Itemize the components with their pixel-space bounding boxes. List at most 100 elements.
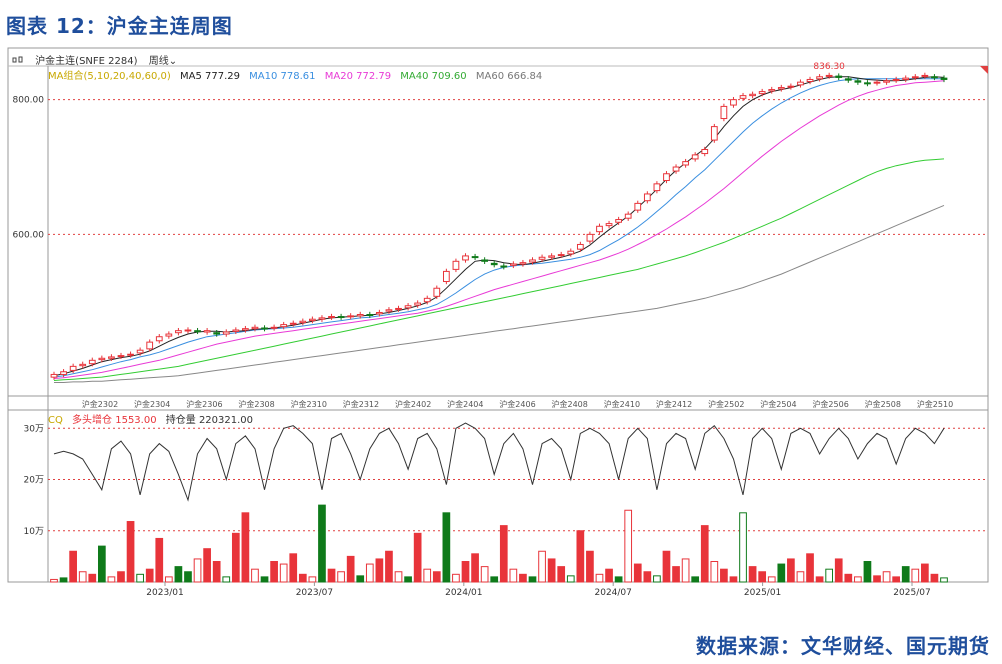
ma10-line: [53, 78, 944, 378]
source-note: 数据来源：文华财经、国元期货: [696, 634, 990, 658]
indicator-label[interactable]: CQ: [48, 415, 63, 426]
volume-bar: [346, 555, 355, 583]
chart-toolbar: 沪金主连(SNFE 2284) 周线⌄: [12, 52, 185, 67]
volume-bar: [672, 566, 680, 583]
candle-body: [251, 326, 259, 330]
volume-bar: [490, 576, 499, 583]
candle-body: [347, 315, 355, 318]
contract-label: 沪金2310: [291, 399, 327, 409]
volume-bar: [901, 566, 910, 583]
volume-bar: [432, 571, 441, 583]
volume-bar: [538, 550, 546, 583]
contract-label: 沪金2312: [343, 399, 379, 409]
volume-bar: [777, 563, 786, 583]
candle-body: [309, 318, 316, 322]
candle-body: [844, 78, 852, 81]
candle-body: [69, 365, 77, 371]
candle-body: [194, 330, 201, 333]
volume-bar: [423, 568, 432, 583]
candle-body: [299, 320, 307, 324]
volume-bar: [69, 550, 77, 583]
ma60-line: [54, 204, 945, 383]
candle-body: [203, 330, 211, 333]
volume-bar: [404, 576, 412, 583]
candle-body: [605, 223, 613, 227]
candle-body: [825, 74, 833, 77]
volume-bar: [863, 561, 872, 583]
volume-bar: [691, 576, 700, 583]
open-interest-line: [53, 422, 945, 502]
candle-body: [509, 263, 517, 266]
candle-body: [902, 77, 910, 80]
corner-marker: [980, 66, 988, 74]
contract-label: 沪金2502: [708, 399, 744, 409]
candle-body: [835, 75, 843, 78]
volume-bar: [222, 576, 231, 583]
volume-bar: [834, 558, 843, 583]
volume-bar: [787, 558, 795, 583]
ma40-value: MA40 709.60: [400, 71, 467, 82]
contract-label: 沪金2402: [395, 399, 431, 409]
volume-bar: [519, 573, 527, 583]
volume-bar: [700, 525, 709, 583]
ma-legend: MA组合(5,10,20,40,60,0) MA5 777.29 MA10 77…: [48, 67, 548, 82]
candle-body: [385, 309, 393, 312]
candlestick-icon[interactable]: [12, 56, 24, 67]
volume-bar: [375, 558, 384, 583]
candle-body: [50, 373, 58, 378]
volume-bar: [365, 563, 374, 583]
candle-body: [873, 81, 881, 84]
ma-legend-label[interactable]: MA组合(5,10,20,40,60,0): [48, 71, 171, 82]
ma20-line: [53, 80, 945, 379]
date-label: 2023/01: [146, 588, 183, 598]
volume-bar: [499, 525, 508, 583]
candle-body: [624, 213, 632, 219]
volume-bar: [452, 573, 460, 583]
volume-bar: [882, 571, 891, 583]
candle-body: [79, 363, 87, 367]
candle-body: [758, 91, 766, 95]
contract-label: 沪金2508: [865, 399, 901, 409]
volume-bar: [318, 504, 326, 583]
contract-label: 沪金2412: [656, 399, 692, 409]
volume-bar: [164, 576, 173, 583]
volume-bar: [557, 566, 566, 583]
instrument-label: 沪金主连(SNFE 2284): [35, 56, 138, 67]
volume-bar: [509, 568, 518, 583]
volume-bar: [461, 561, 470, 583]
candle-body: [490, 262, 498, 266]
volume-bar: [107, 576, 116, 583]
date-label: 2025/07: [893, 588, 930, 598]
candle-body: [146, 341, 154, 350]
candle-body: [433, 287, 441, 297]
volume-bar: [739, 512, 747, 583]
candle-body: [404, 305, 412, 309]
candle-body: [548, 255, 556, 258]
volume-bar: [815, 576, 824, 583]
volume-bar: [566, 575, 575, 583]
volume-bar: [356, 575, 365, 583]
indicator-legend: CQ 多头增仓 1553.00 持仓量 220321.00: [48, 411, 259, 426]
candle-body: [749, 93, 756, 97]
period-select[interactable]: 周线⌄: [149, 56, 177, 67]
candle-body: [481, 259, 489, 262]
indicator-tick-label: 10万: [24, 527, 44, 537]
volume-bar: [720, 568, 728, 583]
price-tick-label: 800.00: [13, 96, 45, 106]
candle-body: [376, 311, 383, 315]
volume-bar: [270, 561, 278, 583]
volume-bar: [117, 571, 125, 583]
candle-body: [739, 95, 747, 99]
volume-bar: [203, 548, 211, 583]
candle-body: [232, 329, 240, 332]
volume-bar: [413, 532, 422, 583]
contract-label: 沪金2408: [552, 399, 588, 409]
volume-bar: [88, 573, 97, 583]
volume-bar: [308, 576, 317, 583]
period-label: 周线: [148, 56, 169, 67]
candle-body: [270, 326, 278, 329]
figure-title: 图表 12：沪金主连周图: [6, 14, 233, 38]
candle-body: [682, 161, 689, 166]
candle-body: [529, 259, 536, 263]
